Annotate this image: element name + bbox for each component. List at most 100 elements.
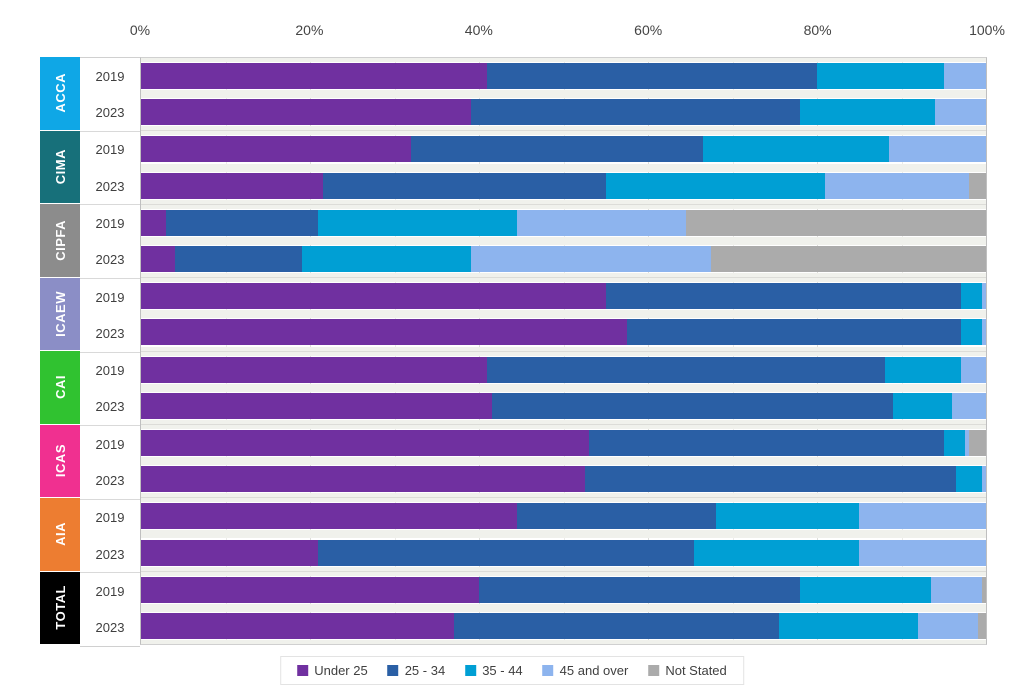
bar [141, 63, 986, 90]
bar-segment-35-44 [318, 209, 517, 236]
bar-segment-35-44 [884, 356, 961, 383]
bar-segment-45-and-over [960, 356, 986, 383]
bar-segment-35-44 [893, 392, 953, 419]
bar-segment-under-25 [141, 209, 167, 236]
bar [141, 576, 986, 603]
bar [141, 503, 986, 530]
year-label: 2023 [95, 104, 125, 120]
year-label: 2023 [95, 546, 125, 562]
bar-segment-45-and-over [517, 209, 686, 236]
x-axis-tick-label: 0% [129, 22, 151, 38]
bar-segment-under-25 [141, 466, 585, 493]
bar-row [141, 461, 986, 498]
bar-segment-25-34 [166, 209, 319, 236]
bar-segment-not-stated [969, 172, 986, 199]
bar-row [141, 204, 986, 241]
bar-segment-35-44 [694, 539, 860, 566]
legend-item: 25 - 34 [387, 663, 445, 678]
bar-segment-under-25 [141, 503, 518, 530]
bar-segment-25-34 [479, 576, 801, 603]
year-label: 2019 [95, 584, 125, 600]
bar-segment-25-34 [588, 429, 944, 456]
legend-swatch [542, 665, 554, 676]
bar [141, 172, 986, 199]
bar-segment-25-34 [487, 356, 885, 383]
year-label: 2023 [95, 252, 125, 268]
legend-label: 35 - 44 [482, 663, 523, 678]
bar-segment-45-and-over [888, 136, 986, 163]
bar-segment-45-and-over [935, 99, 986, 126]
bar-segment-45-and-over [918, 612, 978, 639]
x-axis: 0% 20% 40% 60% 80% 100% [130, 22, 1005, 48]
bar-segment-45-and-over [943, 63, 986, 90]
year-label: 2023 [95, 473, 125, 489]
bar-row [141, 167, 986, 204]
bar-segment-under-25 [141, 63, 488, 90]
bar-segment-25-34 [626, 319, 961, 346]
group-row [141, 497, 986, 571]
bar-segment-35-44 [960, 319, 982, 346]
bar-segment-under-25 [141, 392, 492, 419]
group-band-label: ICAS [52, 444, 68, 478]
bar-row [141, 278, 986, 315]
bar-segment-45-and-over [859, 503, 986, 530]
bar-segment-under-25 [141, 246, 175, 273]
bar-row [141, 387, 986, 424]
year-group: 2019 2023 [80, 277, 140, 352]
group-band-label: CIPFA [52, 219, 68, 261]
year-label: 2019 [95, 363, 125, 379]
year-label: 2019 [95, 289, 125, 305]
group-band: ICAS [40, 424, 80, 498]
year-label: 2019 [95, 68, 125, 84]
bar [141, 246, 986, 273]
bar-row [141, 534, 986, 571]
bar-row [141, 314, 986, 351]
legend-item: 35 - 44 [465, 663, 523, 678]
bar-row [141, 58, 986, 95]
bar-segment-25-34 [584, 466, 957, 493]
bar-segment-35-44 [301, 246, 471, 273]
year-label: 2019 [95, 436, 125, 452]
bar-row [141, 424, 986, 462]
bar [141, 392, 986, 419]
bar-row [141, 498, 986, 535]
group-band: CIPFA [40, 204, 80, 278]
bar-row [141, 131, 986, 168]
bar-segment-35-44 [778, 612, 919, 639]
bar-segment-25-34 [322, 172, 606, 199]
bar-segment-not-stated [969, 429, 986, 456]
x-axis-tick-label: 60% [634, 22, 663, 38]
bar-segment-25-34 [174, 246, 302, 273]
bar [141, 319, 986, 346]
year-label: 2019 [95, 215, 125, 231]
legend: Under 25 25 - 34 35 - 44 45 and over Not Sta… [280, 656, 744, 685]
legend-item: Not Stated [648, 663, 727, 678]
year-group: 2019 2023 [80, 572, 140, 646]
bar-segment-45-and-over [964, 429, 970, 456]
bar-segment-45-and-over [825, 172, 970, 199]
bar-segment-under-25 [141, 356, 488, 383]
year-label: 2023 [95, 620, 125, 636]
bar [141, 539, 986, 566]
bar [141, 429, 986, 456]
year-group: 2019 2023 [80, 425, 140, 499]
group-band: ACCA [40, 57, 80, 131]
group-row [141, 423, 986, 498]
bar-segment-35-44 [960, 283, 982, 310]
group-band-label: ACCA [52, 73, 68, 114]
bar-segment-under-25 [141, 429, 589, 456]
bar-segment-not-stated [981, 576, 986, 603]
group-band-label: AIA [52, 522, 68, 547]
bar-segment-45-and-over [952, 392, 986, 419]
year-label: 2019 [95, 510, 125, 526]
group-band: CAI [40, 351, 80, 425]
year-label: 2023 [95, 178, 125, 194]
group-row [141, 277, 986, 351]
bar-segment-25-34 [470, 99, 801, 126]
bar-segment-35-44 [800, 576, 932, 603]
group-band: TOTAL [40, 571, 80, 645]
group-row [141, 350, 986, 424]
bar-segment-under-25 [141, 172, 323, 199]
bar [141, 466, 986, 493]
bar-segment-35-44 [816, 63, 944, 90]
